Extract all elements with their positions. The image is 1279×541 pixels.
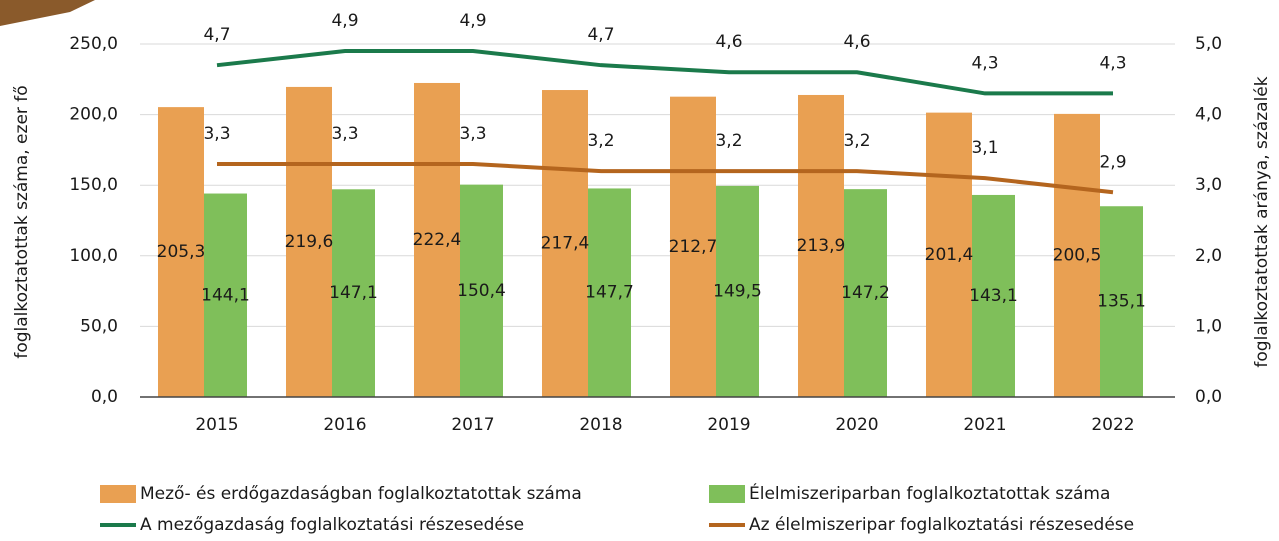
- data-label: 4,3: [1099, 53, 1126, 73]
- data-label: 222,4: [413, 230, 462, 250]
- y2-tick-label: 5,0: [1195, 34, 1222, 54]
- bar: [1054, 113, 1100, 398]
- y-tick-label: 200,0: [69, 105, 118, 125]
- data-label: 3,2: [715, 131, 742, 151]
- data-label: 147,1: [329, 283, 378, 303]
- x-tick-label: 2018: [579, 415, 622, 435]
- data-label: 4,6: [843, 32, 870, 52]
- bar: [670, 96, 716, 397]
- data-label: 144,1: [201, 285, 250, 305]
- bar: [1100, 206, 1143, 397]
- y-tick-label: 100,0: [69, 246, 118, 266]
- bar: [926, 112, 972, 397]
- legend-label: Mező- és erdőgazdaságban foglalkoztatott…: [140, 484, 582, 504]
- y-tick-label: 0,0: [91, 387, 118, 407]
- data-label: 150,4: [457, 281, 506, 301]
- y-tick-label: 250,0: [69, 34, 118, 54]
- data-label: 147,2: [841, 283, 890, 303]
- y2-tick-label: 4,0: [1195, 105, 1222, 125]
- bar: [158, 107, 204, 398]
- data-label: 4,7: [587, 25, 614, 45]
- data-label: 143,1: [969, 286, 1018, 306]
- line: [216, 49, 1113, 96]
- data-label: 149,5: [713, 281, 762, 301]
- data-label: 212,7: [669, 237, 718, 257]
- data-label: 3,1: [971, 138, 998, 158]
- data-label: 3,3: [331, 124, 358, 144]
- data-label: 201,4: [925, 245, 974, 265]
- bar: [798, 94, 844, 397]
- legend-label: Az élelmiszeripar foglalkoztatási részes…: [749, 515, 1134, 535]
- y2-axis-title: foglalkoztatottak aránya, százalék: [1252, 76, 1272, 367]
- data-label: 3,3: [203, 124, 230, 144]
- y2-tick-label: 2,0: [1195, 246, 1222, 266]
- data-label: 135,1: [1097, 292, 1146, 312]
- data-label: 2,9: [1099, 152, 1126, 172]
- bar: [460, 184, 503, 397]
- data-label: 4,6: [715, 32, 742, 52]
- bar: [204, 193, 247, 397]
- data-label: 219,6: [285, 232, 334, 252]
- y-tick-label: 150,0: [69, 175, 118, 195]
- bar: [286, 86, 332, 397]
- data-label: 3,2: [843, 131, 870, 151]
- legend-swatch: [709, 485, 745, 503]
- line: [217, 162, 1114, 195]
- data-label: 200,5: [1053, 245, 1102, 265]
- corner-decoration: [0, 0, 95, 26]
- data-label: 205,3: [157, 242, 206, 262]
- data-label: 3,2: [587, 131, 614, 151]
- y2-tick-label: 1,0: [1195, 316, 1222, 336]
- bar: [414, 82, 460, 398]
- y2-tick-label: 3,0: [1195, 175, 1222, 195]
- x-tick-label: 2020: [835, 415, 878, 435]
- data-label: 213,9: [797, 236, 846, 256]
- bar: [332, 189, 375, 397]
- y2-tick-label: 0,0: [1195, 387, 1222, 407]
- x-tick-label: 2022: [1091, 415, 1134, 435]
- x-tick-label: 2015: [195, 415, 238, 435]
- data-label: 217,4: [541, 234, 590, 254]
- x-tick-label: 2021: [963, 415, 1006, 435]
- x-tick-label: 2016: [323, 415, 366, 435]
- legend-swatch: [100, 485, 136, 503]
- bar: [588, 188, 631, 397]
- legend-label: Élelmiszeriparban foglalkoztatottak szám…: [749, 482, 1110, 504]
- bar: [844, 189, 887, 397]
- bar: [716, 185, 759, 397]
- data-label: 4,3: [971, 53, 998, 73]
- data-label: 4,9: [331, 11, 358, 31]
- bar: [542, 90, 588, 398]
- x-tick-label: 2017: [451, 415, 494, 435]
- x-tick-label: 2019: [707, 415, 750, 435]
- data-label: 4,9: [459, 11, 486, 31]
- data-label: 4,7: [203, 25, 230, 45]
- y-tick-label: 50,0: [80, 316, 118, 336]
- data-label: 3,3: [459, 124, 486, 144]
- y-axis-title: foglalkoztatottak száma, ezer fő: [12, 85, 32, 358]
- legend-label: A mezőgazdaság foglalkoztatási részesedé…: [140, 515, 524, 535]
- bar: [972, 194, 1015, 397]
- data-label: 147,7: [585, 283, 634, 303]
